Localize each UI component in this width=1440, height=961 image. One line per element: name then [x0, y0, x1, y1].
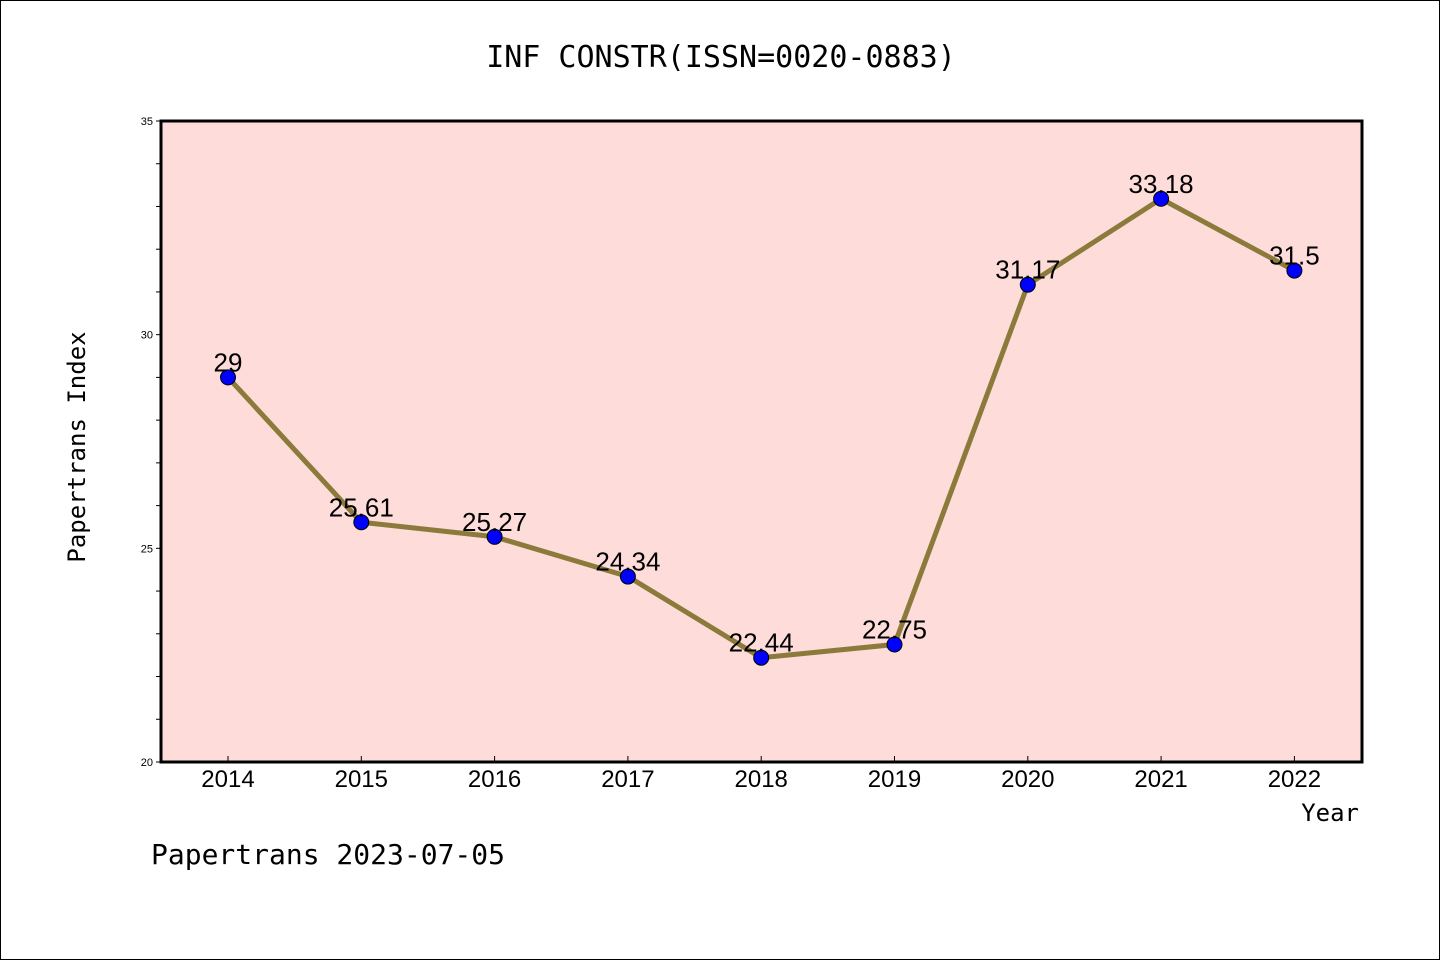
footer-text: Papertrans 2023-07-05 [151, 838, 505, 871]
x-tick-label: 2021 [1134, 766, 1187, 793]
x-tick-label: 2018 [735, 766, 788, 793]
y-axis-label: Papertrans Index [63, 331, 91, 562]
x-axis-label: Year [1301, 799, 1359, 827]
data-point [486, 528, 503, 545]
data-label: 33.18 [1129, 169, 1194, 199]
data-point [1153, 190, 1170, 207]
y-tick-label: 30 [141, 330, 153, 342]
y-tick-label: 35 [141, 116, 153, 128]
data-label: 31.17 [995, 255, 1060, 285]
y-tick-label: 25 [141, 543, 153, 555]
plot-area [159, 119, 1364, 764]
x-tick-label: 2014 [201, 766, 254, 793]
data-point [753, 649, 770, 666]
data-labels: 29 25.61 25.27 24.34 22.44 22.75 31.17 33.18 31.… [214, 169, 1320, 658]
data-label: 25.61 [329, 492, 394, 522]
x-tick-label: 2017 [601, 766, 654, 793]
data-label: 24.34 [595, 547, 660, 577]
data-point [220, 369, 236, 386]
data-point [619, 568, 636, 585]
data-label: 31.5 [1269, 241, 1320, 271]
data-point [1286, 262, 1303, 279]
x-tick-label: 2022 [1268, 766, 1321, 793]
data-label: 25.27 [462, 507, 527, 537]
data-label: 22.75 [862, 614, 927, 644]
y-axis-ticks: 20 25 30 35 [141, 116, 161, 769]
x-axis-ticks: 2014 2015 2016 2017 2018 2019 2020 2021 2022 [201, 756, 1321, 793]
data-label: 29 [214, 347, 243, 377]
series-layer [220, 190, 1303, 666]
x-tick-label: 2020 [1001, 766, 1054, 793]
data-point [1019, 276, 1036, 293]
chart-title: INF CONSTR(ISSN=0020-0883) [486, 40, 956, 75]
x-tick-label: 2019 [868, 766, 921, 793]
data-point [886, 636, 903, 653]
y-tick-label: 20 [141, 757, 153, 769]
data-label: 22.44 [729, 628, 794, 658]
data-point [353, 514, 370, 531]
x-tick-label: 2015 [335, 766, 388, 793]
x-tick-label: 2016 [468, 766, 521, 793]
